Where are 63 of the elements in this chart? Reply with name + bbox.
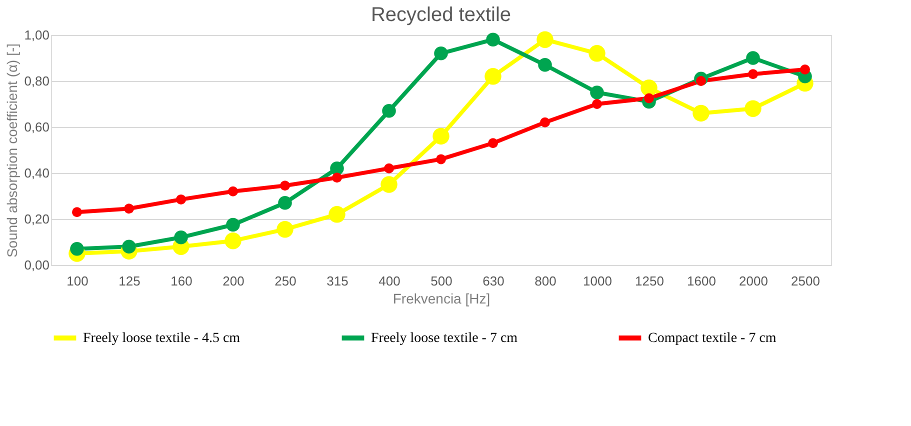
x-tick-label: 1250 [635, 274, 664, 288]
point [72, 207, 82, 218]
point [174, 230, 188, 244]
point [746, 51, 760, 65]
x-tick-label: 200 [222, 274, 244, 288]
point [744, 100, 762, 117]
x-tick-label: 630 [482, 274, 504, 288]
y-tick-label: 0,20 [24, 212, 50, 226]
point [228, 186, 238, 196]
x-tick-label: 250 [274, 274, 296, 288]
x-tick-label: 400 [378, 274, 400, 288]
point [590, 86, 604, 100]
x-tick-label: 500 [430, 274, 452, 288]
point [432, 128, 450, 145]
x-tick-label: 2500 [791, 274, 820, 288]
point [488, 138, 498, 148]
point [176, 194, 186, 204]
point [70, 242, 84, 256]
point [122, 240, 136, 254]
point [380, 176, 398, 193]
y-tick-label: 0,80 [24, 74, 50, 88]
point [538, 58, 552, 72]
legend-label: Freely loose textile - 7 cm [371, 331, 518, 346]
point [486, 32, 500, 46]
y-tick-label: 0,60 [24, 120, 50, 134]
point [384, 163, 394, 174]
point [540, 117, 550, 128]
point [536, 31, 554, 48]
point [692, 104, 710, 122]
x-tick-label: 1000 [583, 274, 612, 288]
point [592, 99, 602, 109]
point [224, 232, 242, 250]
legend-label: Freely loose textile - 4.5 cm [83, 331, 240, 346]
y-tick-label: 1,00 [24, 28, 50, 42]
y-axis-title: Sound absorption coefficient (α) [-] [4, 43, 20, 258]
x-tick-label: 2000 [739, 274, 768, 288]
legend-label: Compact textile - 7 cm [648, 331, 776, 346]
point [436, 154, 446, 164]
point [278, 196, 292, 210]
point [280, 180, 290, 191]
x-tick-label: 1600 [687, 274, 716, 288]
chart-title: Recycled textile [370, 4, 512, 26]
point [124, 204, 134, 214]
point [588, 45, 606, 62]
point [276, 221, 294, 238]
x-axis-title: Frekvencia [Hz] [392, 290, 490, 306]
x-tick-label: 800 [534, 274, 556, 288]
y-tick-label: 0,40 [24, 166, 50, 180]
point [226, 218, 240, 232]
point [748, 69, 758, 80]
point [332, 172, 342, 183]
point [328, 206, 346, 223]
point [640, 80, 658, 96]
point [434, 46, 448, 60]
point [382, 104, 396, 118]
point [484, 68, 502, 85]
x-tick-label: 125 [118, 274, 140, 288]
x-tick-label: 100 [66, 274, 88, 288]
point [800, 64, 810, 74]
y-tick-label: 0,00 [24, 258, 50, 272]
point [330, 162, 344, 176]
x-tick-label: 315 [326, 274, 348, 288]
x-tick-label: 160 [170, 274, 192, 288]
